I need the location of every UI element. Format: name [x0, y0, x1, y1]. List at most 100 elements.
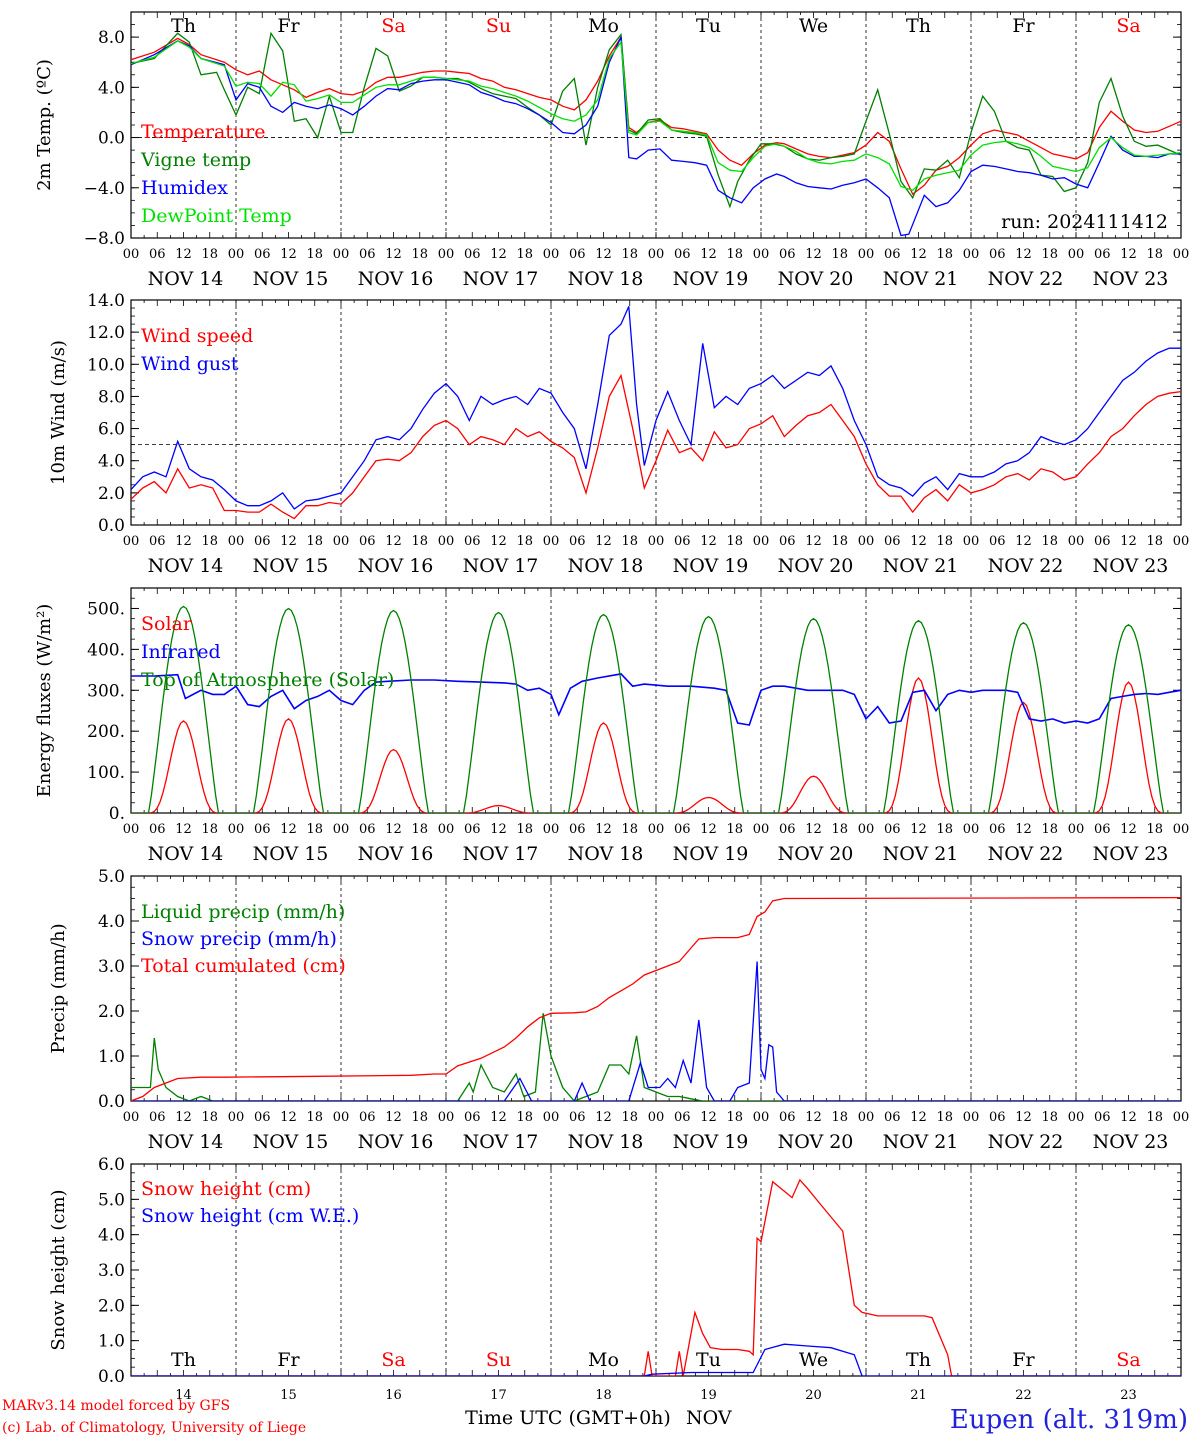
hour-tick-label: 06: [464, 1110, 481, 1125]
hour-tick-label: 12: [385, 1110, 402, 1125]
hour-tick-label: 06: [1094, 534, 1111, 549]
legend-entry: Vigne temp: [140, 149, 251, 171]
panel-precip: 0.0 1.0 2.0 3.0 4.0 5.0 Precip (mm/h) 00 06 12 18 N…: [48, 867, 1189, 1153]
y-tick-label: 5.0: [98, 867, 125, 887]
hour-tick-label: 12: [490, 1110, 507, 1125]
hour-tick-label: 00: [1068, 1110, 1085, 1125]
hour-tick-label: 12: [805, 1110, 822, 1125]
legend-entry: Temperature: [141, 121, 265, 143]
hour-tick-label: 18: [411, 534, 428, 549]
hour-tick-label: 00: [648, 822, 665, 837]
hour-tick-label: 12: [490, 534, 507, 549]
date-label: NOV 18: [568, 843, 644, 865]
hour-tick-label: 00: [753, 534, 770, 549]
hour-tick-label: 18: [936, 247, 953, 262]
hour-tick-label: 06: [569, 534, 586, 549]
y-tick-label: 8.0: [98, 28, 125, 48]
hour-tick-label: 00: [228, 1110, 245, 1125]
date-label: NOV 21: [883, 555, 959, 577]
hour-tick-label: 12: [280, 534, 297, 549]
hour-tick-label: 06: [569, 247, 586, 262]
date-label: NOV 19: [673, 1131, 749, 1153]
date-label: NOV 20: [778, 555, 854, 577]
hour-tick-label: 12: [1015, 247, 1032, 262]
day-abbr: We: [799, 15, 828, 37]
credit-line-1: MARv3.14 model forced by GFS: [2, 1398, 230, 1414]
hour-tick-label: 12: [910, 1110, 927, 1125]
hour-tick-label: 06: [464, 247, 481, 262]
hour-tick-label: 00: [963, 247, 980, 262]
hour-tick-label: 18: [726, 1110, 743, 1125]
day-number-label: 21: [910, 1388, 927, 1403]
date-label: NOV 19: [673, 555, 749, 577]
series-line-liquid-precip-mm-h-: [131, 1013, 1181, 1101]
legend-entry: Wind speed: [141, 325, 253, 347]
legend-entry: Snow height (cm W.E.): [141, 1205, 359, 1227]
hour-tick-label: 00: [753, 247, 770, 262]
y-tick-label: −4.0: [84, 179, 125, 199]
hour-tick-label: 00: [648, 1110, 665, 1125]
hour-tick-label: 00: [543, 822, 560, 837]
hour-tick-label: 06: [674, 534, 691, 549]
day-abbr: Su: [486, 15, 511, 37]
day-abbr: Fr: [277, 15, 300, 37]
legend-entry: DewPoint Temp: [141, 205, 292, 227]
hour-tick-label: 12: [280, 822, 297, 837]
legend-entry: Snow precip (mm/h): [141, 928, 337, 950]
day-number-label: 19: [700, 1388, 717, 1403]
series-line-top-of-atmosphere-solar-: [131, 605, 1181, 813]
hour-tick-label: 06: [254, 247, 271, 262]
day-number-label: 14: [175, 1388, 192, 1403]
y-tick-label: −8.0: [84, 229, 125, 249]
hour-tick-label: 00: [123, 1110, 140, 1125]
date-label: NOV 19: [673, 268, 749, 290]
hour-tick-label: 18: [1041, 534, 1058, 549]
day-abbr: Sa: [381, 1349, 405, 1371]
hour-tick-label: 06: [674, 1110, 691, 1125]
legend-entry: Total cumulated (cm): [141, 955, 346, 977]
hour-tick-label: 18: [726, 822, 743, 837]
date-label: NOV 16: [358, 843, 434, 865]
hour-tick-label: 06: [149, 822, 166, 837]
hour-tick-label: 18: [201, 247, 218, 262]
hour-tick-label: 12: [1015, 1110, 1032, 1125]
hour-tick-label: 12: [1120, 822, 1137, 837]
y-tick-label: 4.0: [98, 912, 125, 932]
day-number-label: 20: [805, 1388, 822, 1403]
hour-tick-label: 06: [989, 822, 1006, 837]
hour-tick-label: 06: [779, 534, 796, 549]
hour-tick-label: 18: [831, 247, 848, 262]
date-label: NOV 15: [253, 1131, 329, 1153]
hour-tick-label: 18: [411, 247, 428, 262]
date-label: NOV 15: [253, 268, 329, 290]
date-label: NOV 21: [883, 268, 959, 290]
hour-tick-label: 12: [1120, 1110, 1137, 1125]
y-tick-label: 3.0: [98, 957, 125, 977]
hour-tick-label: 06: [779, 1110, 796, 1125]
hour-tick-label: 18: [621, 534, 638, 549]
hour-tick-label: 12: [700, 822, 717, 837]
hour-tick-label: 06: [884, 247, 901, 262]
hour-tick-label: 00: [963, 822, 980, 837]
hour-tick-label: 18: [516, 822, 533, 837]
day-abbr: Th: [171, 15, 196, 37]
hour-tick-label: 12: [1120, 534, 1137, 549]
hour-tick-label: 00: [123, 534, 140, 549]
hour-tick-label: 06: [674, 822, 691, 837]
hour-tick-label: 00: [228, 247, 245, 262]
y-tick-label: 14.0: [87, 291, 125, 311]
hour-tick-label: 00: [963, 534, 980, 549]
hour-tick-label: 12: [175, 1110, 192, 1125]
y-tick-label: 0.0: [98, 1367, 125, 1387]
hour-tick-label: 06: [359, 247, 376, 262]
series-line-temperature: [131, 35, 1181, 196]
y-tick-label: 4.0: [98, 78, 125, 98]
hour-tick-label: 12: [805, 534, 822, 549]
hour-tick-label: 18: [306, 822, 323, 837]
hour-tick-label: 00: [963, 1110, 980, 1125]
day-number-label: 18: [595, 1388, 612, 1403]
hour-tick-label: 18: [831, 822, 848, 837]
day-abbr: We: [799, 1349, 828, 1371]
hour-tick-label: 06: [254, 822, 271, 837]
date-label: NOV 17: [463, 843, 539, 865]
